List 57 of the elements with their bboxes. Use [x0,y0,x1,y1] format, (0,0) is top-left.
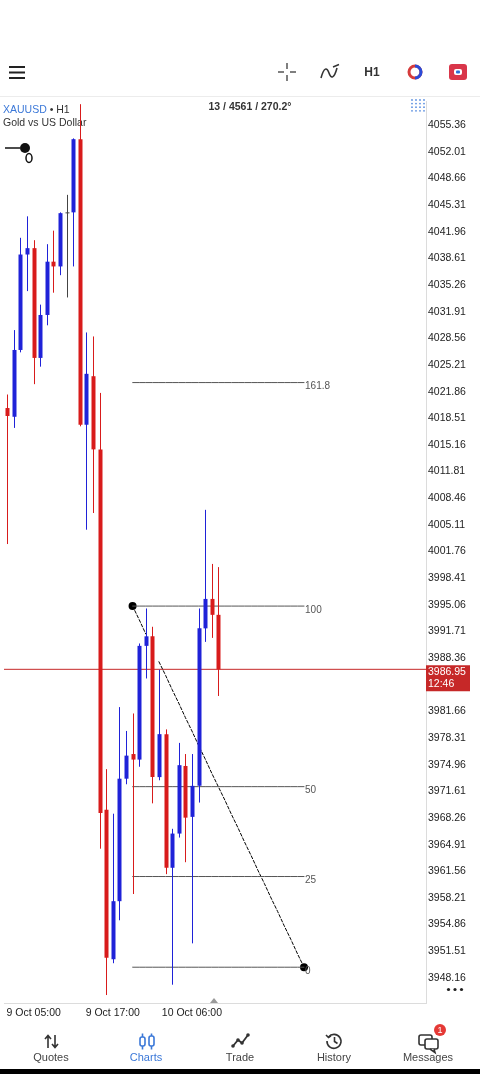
series-label: 100 [305,603,323,615]
series-label: 161.8 [305,380,331,392]
y-tick-label: 4038.61 [428,251,467,264]
y-tick-label: 3974.96 [428,757,467,770]
y-tick-label: 3991.71 [428,624,467,637]
y-tick-label: 3995.06 [428,597,467,610]
y-tick-label: 4025.21 [428,357,467,370]
y-tick-label: 4052.01 [428,144,467,157]
text: Messages [402,1051,454,1063]
candlestick [5,394,10,545]
candlestick [131,712,136,895]
text: 12:46 [428,677,455,690]
text: History [316,1051,352,1063]
y-tick-label: 3964.91 [428,837,467,850]
series-label: 50 [305,784,317,796]
series-label: 0 [305,964,312,976]
y-tick-label: 4008.46 [428,491,467,504]
y-tick-label: 4021.86 [428,384,467,397]
text: Trade [225,1051,255,1063]
y-tick-label: 3948.16 [428,970,467,983]
series-label: 25 [305,874,317,886]
y-tick-label: 3961.56 [428,864,467,877]
y-tick-label: 3951.51 [428,944,467,957]
y-tick-label: 3954.86 [428,917,467,930]
y-tick-label: 3998.41 [428,571,467,584]
y-tick-label: 3971.61 [428,784,467,797]
candlestick [65,194,70,298]
y-tick-label: 4005.11 [428,517,466,530]
candlestick [124,730,129,785]
y-tick-label: 4001.76 [428,544,467,557]
chart-title: XAUUSD • H1 [3,103,70,115]
y-tick-label: 4055.36 [428,118,467,131]
text: Quotes [33,1051,69,1063]
annotation: 13 / 4561 / 270.2° [208,100,292,112]
y-tick-label: 4048.66 [428,171,467,184]
x-tick-label: 9 Oct 05:00 [6,1006,61,1019]
y-tick-label: 4041.96 [428,224,467,237]
candlestick [210,563,215,639]
candlestick [25,215,30,292]
y-tick-label: 4028.56 [428,331,467,344]
y-tick-label: 4031.91 [428,304,467,317]
y-tick-label: 4045.31 [428,198,467,211]
text: H1 [364,65,380,79]
y-tick-label: 4015.16 [428,437,467,450]
y-tick-label: 4011.81 [428,464,466,477]
ref-line-label: 3986.95 [428,665,467,678]
y-tick-label: 4035.26 [428,277,467,290]
y-tick-label: 3978.31 [428,730,467,743]
text: Charts [129,1051,163,1063]
y-tick-label: 3958.21 [428,890,467,903]
y-tick-label: 3981.66 [428,704,467,717]
candlestick [144,607,149,679]
y-tick-label: 3988.36 [428,651,467,663]
x-tick-label: 9 Oct 17:00 [85,1006,141,1019]
x-tick-label: 10 Oct 06:00 [161,1006,223,1019]
y-tick-label: 3968.26 [428,810,467,823]
y-tick-label: 4018.51 [428,411,467,424]
